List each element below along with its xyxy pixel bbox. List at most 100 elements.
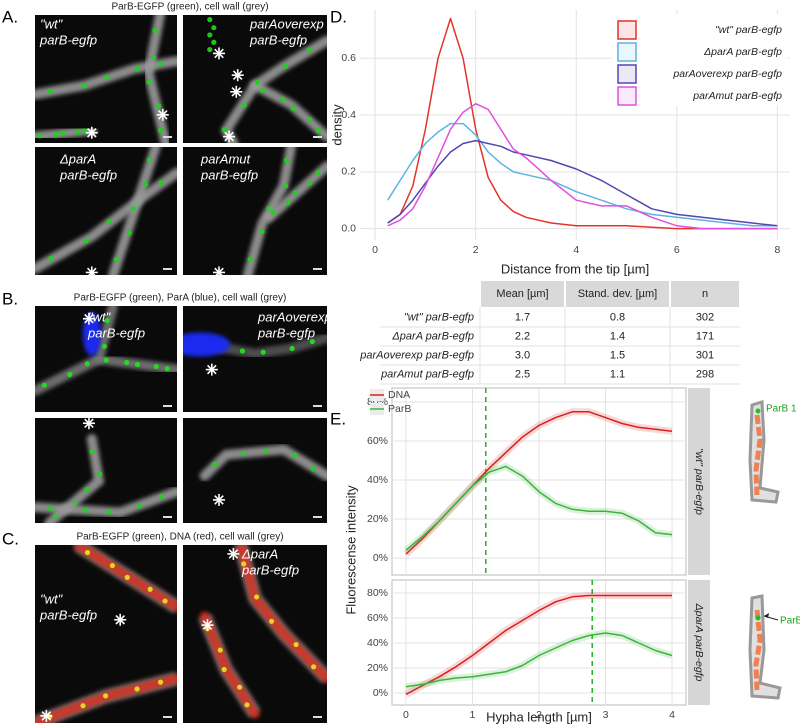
parb-focus [84,549,91,556]
star-ray [206,364,217,375]
parb-focus [315,128,321,134]
parb-focus [158,61,164,67]
facet-label: ΔparA parB-egfp [693,603,705,682]
scale-bar [313,268,322,270]
table-cell: 298 [696,368,714,380]
x-tick-label: 4 [669,709,675,721]
parb-focus [84,487,90,493]
parb-focus [309,338,315,345]
parb-focus [72,500,78,506]
legend-label: parAmut parB-egfp [692,90,782,102]
table-cell: 1.1 [610,368,625,380]
star-ray [84,313,94,324]
parb-focus [81,128,87,134]
parb-focus [89,449,95,455]
x-tick-label: 3 [603,709,609,721]
row-label: parAmut parB-egfp [380,368,474,380]
star-ray [86,127,97,138]
parb-focus [259,87,266,94]
star-ray [24,217,32,225]
parb-focus [211,25,217,31]
parb-focus [158,180,164,186]
parb-focus [263,448,269,454]
parb-focus [164,365,170,372]
panel-letter: A. [2,7,18,26]
table-header: Mean [µm] [496,288,548,300]
scale-bar [163,716,172,718]
legend-key [617,86,637,106]
parb-focus [241,450,247,456]
table-header: n [702,288,708,300]
parb-focus [307,116,313,123]
y-tick-label: 0.0 [341,222,356,234]
parb-focus [101,343,107,349]
image-label: parB-egfp [241,562,299,577]
x-tick-label: 1 [470,709,476,721]
table-cell: 1.4 [610,330,625,342]
x-tick-label: 2 [536,709,542,721]
parb-focus [268,618,275,624]
x-axis-title: Distance from the tip [µm] [501,261,649,276]
hypha [242,147,296,275]
image-label: parB-egfp [200,167,258,182]
parb-focus [239,348,245,354]
parb-focus [236,684,243,690]
y-tick-label: 60% [367,612,388,624]
star-ray [84,418,94,429]
parb-focus [41,382,47,388]
table-header-cell [671,281,739,307]
image-label: "wt" [88,309,112,324]
facet-strip [688,580,710,705]
table-cell: 2.5 [515,368,530,380]
para-signal [183,332,231,357]
parb-focus [126,230,132,236]
series-line [405,465,673,551]
parb-focus [283,63,289,69]
panel-letter: B. [2,289,18,308]
y-tick-label: 0.4 [341,109,356,121]
parb-focus [207,46,213,53]
hypha [143,15,171,143]
legend-label: parAoverexp parB-egfp [672,68,782,80]
legend-key [617,42,637,62]
parb-focus [74,129,80,135]
y-tick-label: 0.2 [341,166,356,178]
micrograph [183,418,327,523]
parb-focus [293,641,299,648]
parb-focus [52,513,59,519]
parb-focus [47,505,54,511]
star-ray [224,131,234,142]
parb-focus [157,679,164,685]
panel-letter: E. [330,409,346,428]
parb-focus [307,180,313,186]
series-line [405,632,673,688]
parb-focus [292,190,298,196]
para-signal [82,311,101,356]
star-ray [232,70,243,80]
hypha [73,545,177,612]
scale-bar [163,516,172,518]
parb-focus [53,131,59,138]
panel-title: ParB-EGFP (green), cell wall (grey) [111,2,268,13]
scale-bar [163,136,172,138]
image-label: parB-egfp [39,32,97,47]
parb-focus [134,66,140,72]
parb-focus [146,157,153,163]
table-cell: 0.8 [610,311,625,323]
parb-focus [103,693,109,699]
parb-focus [241,561,247,567]
parb-focus [150,54,157,61]
y-axis-title: density [329,104,344,146]
table-cell: 171 [696,330,714,342]
parb-focus [134,361,141,368]
parb-focus [285,199,291,206]
star-ray [115,614,126,625]
parb-focus [247,256,253,262]
parb-focus [103,357,109,363]
diagram-label: ParB 1 [766,404,797,415]
parb-focus [244,702,250,708]
image-label: parB-egfp [249,32,307,47]
image-label: parAoverexp [249,16,324,31]
parb-focus [156,103,162,109]
